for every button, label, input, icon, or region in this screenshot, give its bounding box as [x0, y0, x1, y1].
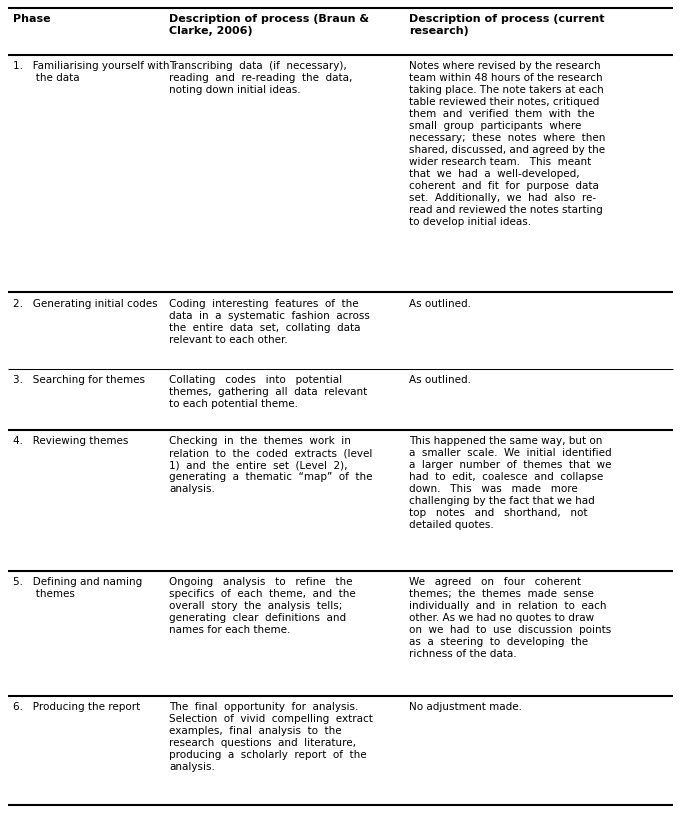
- Text: Description of process (current
research): Description of process (current research…: [409, 14, 604, 37]
- Text: As outlined.: As outlined.: [409, 376, 471, 385]
- Text: Phase: Phase: [13, 14, 50, 24]
- Text: 6.   Producing the report: 6. Producing the report: [13, 702, 140, 712]
- Text: Description of process (Braun &
Clarke, 2006): Description of process (Braun & Clarke, …: [170, 14, 369, 37]
- Text: Transcribing  data  (if  necessary),
reading  and  re-reading  the  data,
noting: Transcribing data (if necessary), readin…: [170, 61, 353, 95]
- Text: Coding  interesting  features  of  the
data  in  a  systematic  fashion  across
: Coding interesting features of the data …: [170, 298, 370, 345]
- Text: The  final  opportunity  for  analysis.
Selection  of  vivid  compelling  extrac: The final opportunity for analysis. Sele…: [170, 702, 373, 772]
- Text: Collating   codes   into   potential
themes,  gathering  all  data  relevant
to : Collating codes into potential themes, g…: [170, 376, 368, 410]
- Text: Notes where revised by the research
team within 48 hours of the research
taking : Notes where revised by the research team…: [409, 61, 605, 227]
- Text: 3.   Searching for themes: 3. Searching for themes: [13, 376, 145, 385]
- Text: Ongoing   analysis   to   refine   the
specifics  of  each  theme,  and  the
ove: Ongoing analysis to refine the specifics…: [170, 577, 356, 635]
- Text: 1.   Familiarising yourself with
       the data: 1. Familiarising yourself with the data: [13, 61, 170, 83]
- Text: 2.   Generating initial codes: 2. Generating initial codes: [13, 298, 157, 309]
- Text: 5.   Defining and naming
       themes: 5. Defining and naming themes: [13, 577, 142, 599]
- Text: As outlined.: As outlined.: [409, 298, 471, 309]
- Text: We   agreed   on   four   coherent
themes;  the  themes  made  sense
individuall: We agreed on four coherent themes; the t…: [409, 577, 611, 659]
- Text: Checking  in  the  themes  work  in
relation  to  the  coded  extracts  (level
1: Checking in the themes work in relation …: [170, 436, 373, 494]
- Text: This happened the same way, but on
a  smaller  scale.  We  initial  identified
a: This happened the same way, but on a sma…: [409, 436, 612, 530]
- Text: 4.   Reviewing themes: 4. Reviewing themes: [13, 436, 129, 446]
- Text: No adjustment made.: No adjustment made.: [409, 702, 522, 712]
